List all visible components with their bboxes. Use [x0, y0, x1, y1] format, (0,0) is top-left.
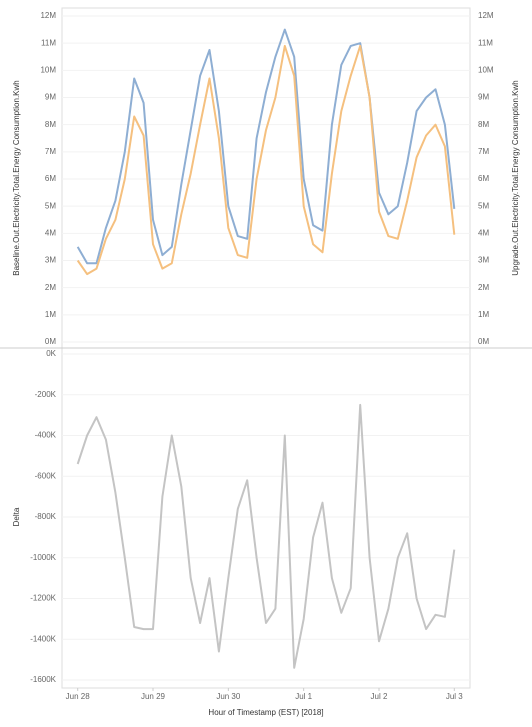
series-line	[76, 28, 456, 265]
x-tick-label: Jun 30	[216, 692, 241, 701]
y2-axis-title: Upgrade.Out.Electricity.Total.Energy Con…	[511, 80, 520, 276]
y-tick-label: 0M	[45, 337, 56, 346]
y-tick-label: 8M	[45, 120, 56, 129]
y-tick-label: -1000K	[30, 553, 56, 562]
y-tick-label: 2M	[45, 283, 56, 292]
x-tick-label: Jul 3	[446, 692, 463, 701]
y-tick-label: 5M	[478, 201, 489, 210]
y-tick-label: -1200K	[30, 594, 56, 603]
y-tick-label: 7M	[478, 147, 489, 156]
y-tick-label: 10M	[478, 65, 494, 74]
y-tick-label: 4M	[478, 228, 489, 237]
y-tick-label: 8M	[478, 120, 489, 129]
x-tick-label: Jun 29	[141, 692, 166, 701]
y-tick-label: 0K	[46, 349, 56, 358]
y-tick-label: -200K	[35, 390, 57, 399]
y-tick-label: 1M	[478, 310, 489, 319]
y-tick-label: 10M	[40, 65, 56, 74]
x-tick-label: Jun 28	[66, 692, 91, 701]
y-tick-label: 6M	[478, 174, 489, 183]
y-axis-title: Delta	[12, 507, 21, 526]
series-line	[76, 44, 456, 276]
y-axis-title: Baseline.Out.Electricity.Total.Energy Co…	[12, 80, 21, 276]
y-tick-label: 7M	[45, 147, 56, 156]
y-tick-label: -800K	[35, 512, 57, 521]
y-tick-label: -600K	[35, 471, 57, 480]
y-tick-label: 11M	[478, 38, 493, 47]
y-tick-label: -1600K	[30, 675, 56, 684]
y-tick-label: 5M	[45, 201, 56, 210]
y-tick-label: 9M	[45, 93, 56, 102]
y-tick-label: 2M	[478, 283, 489, 292]
y-tick-label: 11M	[41, 38, 56, 47]
y-tick-label: 0M	[478, 337, 489, 346]
y-tick-label: 9M	[478, 93, 489, 102]
y-tick-label: 12M	[40, 11, 56, 20]
y-tick-label: 1M	[45, 310, 56, 319]
y-tick-label: 12M	[478, 11, 494, 20]
x-axis-title: Hour of Timestamp (EST) [2018]	[208, 708, 323, 717]
y-tick-label: 3M	[45, 256, 56, 265]
series-line	[76, 403, 456, 669]
y-tick-label: -1400K	[30, 634, 56, 643]
x-tick-label: Jul 2	[371, 692, 388, 701]
y-tick-label: 6M	[45, 174, 56, 183]
y-tick-label: 4M	[45, 228, 56, 237]
x-tick-label: Jul 1	[295, 692, 312, 701]
y-tick-label: -400K	[35, 431, 57, 440]
y-tick-label: 3M	[478, 256, 489, 265]
